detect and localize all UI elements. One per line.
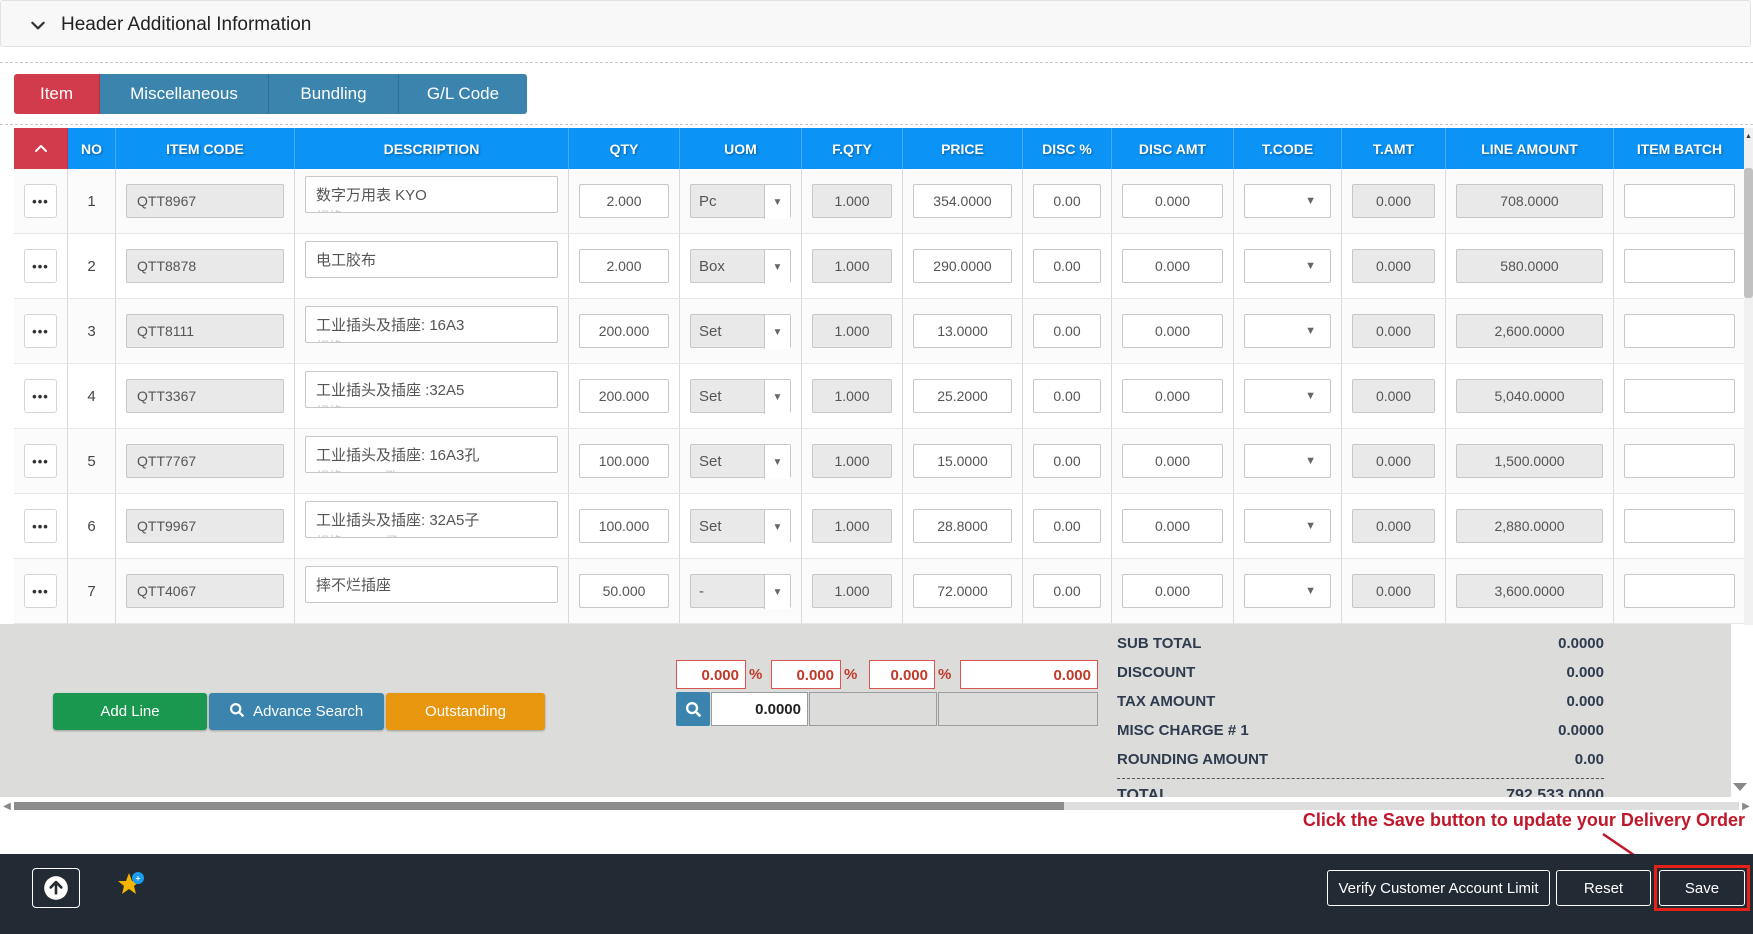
- svg-text:+: +: [136, 873, 141, 883]
